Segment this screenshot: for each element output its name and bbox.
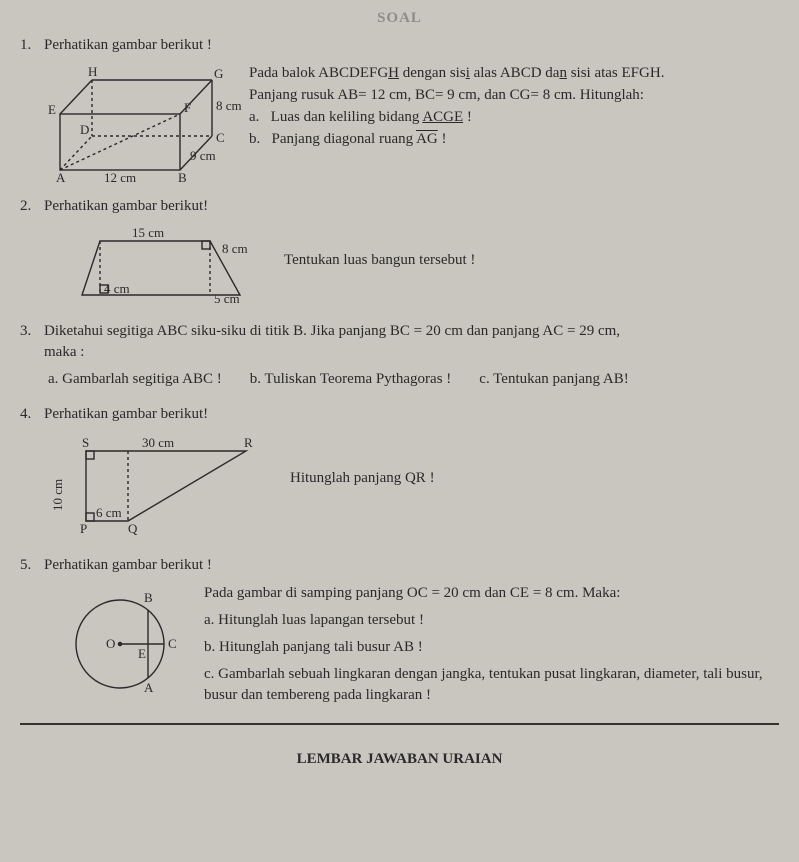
answer-sheet-title: LEMBAR JAWABAN URAIAN	[20, 749, 779, 770]
q4-task: Hitunglah panjang QR !	[290, 431, 435, 490]
q1-number: 1.	[20, 35, 38, 56]
q4-rt-trapezoid-figure: S R P Q 30 cm 6 cm 10 cm	[56, 431, 276, 541]
svg-text:8 cm: 8 cm	[222, 241, 248, 256]
svg-text:10 cm: 10 cm	[50, 479, 65, 511]
svg-text:A: A	[56, 170, 66, 185]
svg-text:15 cm: 15 cm	[132, 225, 164, 240]
q5-lead: Perhatikan gambar berikut !	[44, 555, 779, 576]
svg-text:A: A	[144, 680, 154, 695]
q4-number: 4.	[20, 404, 38, 425]
svg-text:C: C	[216, 130, 225, 145]
svg-text:8 cm: 8 cm	[216, 98, 242, 113]
q2-trapezoid-figure: 15 cm 8 cm 4 cm 5 cm	[70, 223, 270, 307]
q3-lead2: maka :	[44, 344, 84, 360]
svg-text:B: B	[144, 590, 153, 605]
svg-text:9 cm: 9 cm	[190, 148, 216, 163]
q2-number: 2.	[20, 196, 38, 217]
svg-text:5 cm: 5 cm	[214, 291, 240, 306]
svg-text:Q: Q	[128, 521, 138, 536]
q3-a: a. Gambarlah segitiga ABC !	[48, 369, 222, 390]
q1-text: Pada balok ABCDEFGH dengan sisi alas ABC…	[249, 62, 664, 151]
svg-text:H: H	[88, 64, 97, 79]
q3-number: 3.	[20, 321, 38, 342]
svg-text:4 cm: 4 cm	[104, 281, 130, 296]
q2-lead: Perhatikan gambar berikut!	[44, 196, 779, 217]
svg-text:C: C	[168, 636, 177, 651]
question-5: 5. Perhatikan gambar berikut ! B O C E A…	[20, 555, 779, 707]
q3-lead: Diketahui segitiga ABC siku-siku di titi…	[44, 323, 620, 339]
svg-text:12 cm: 12 cm	[104, 170, 136, 185]
svg-text:G: G	[214, 66, 223, 81]
q1-cuboid-figure: H G E F D C A B 12 cm 9 cm 8 cm	[40, 62, 235, 182]
q3-b: b. Tuliskan Teorema Pythagoras !	[250, 369, 452, 390]
svg-text:P: P	[80, 521, 87, 536]
svg-text:F: F	[184, 100, 191, 115]
svg-text:O: O	[106, 636, 115, 651]
svg-text:D: D	[80, 122, 89, 137]
svg-text:6 cm: 6 cm	[96, 505, 122, 520]
question-3: 3. Diketahui segitiga ABC siku-siku di t…	[20, 321, 779, 390]
svg-text:E: E	[138, 646, 146, 661]
svg-text:R: R	[244, 435, 253, 450]
separator-line	[20, 723, 779, 725]
svg-text:S: S	[82, 435, 89, 450]
q3-c: c. Tentukan panjang AB!	[479, 369, 628, 390]
svg-text:B: B	[178, 170, 187, 185]
question-4: 4. Perhatikan gambar berikut! S R P Q 30…	[20, 404, 779, 541]
page-header: SOAL	[20, 8, 779, 29]
q5-text: Pada gambar di samping panjang OC = 20 c…	[204, 582, 779, 707]
q1-lead: Perhatikan gambar berikut !	[44, 35, 779, 56]
q2-task: Tentukan luas bangun tersebut !	[284, 223, 475, 272]
question-2: 2. Perhatikan gambar berikut! 15 cm 8 cm…	[20, 196, 779, 307]
q5-circle-figure: B O C E A	[60, 582, 190, 702]
question-1: 1. Perhatikan gambar berikut ! H G E F D…	[20, 35, 779, 182]
svg-text:30 cm: 30 cm	[142, 435, 174, 450]
q5-number: 5.	[20, 555, 38, 576]
svg-text:E: E	[48, 102, 56, 117]
q4-lead: Perhatikan gambar berikut!	[44, 404, 779, 425]
